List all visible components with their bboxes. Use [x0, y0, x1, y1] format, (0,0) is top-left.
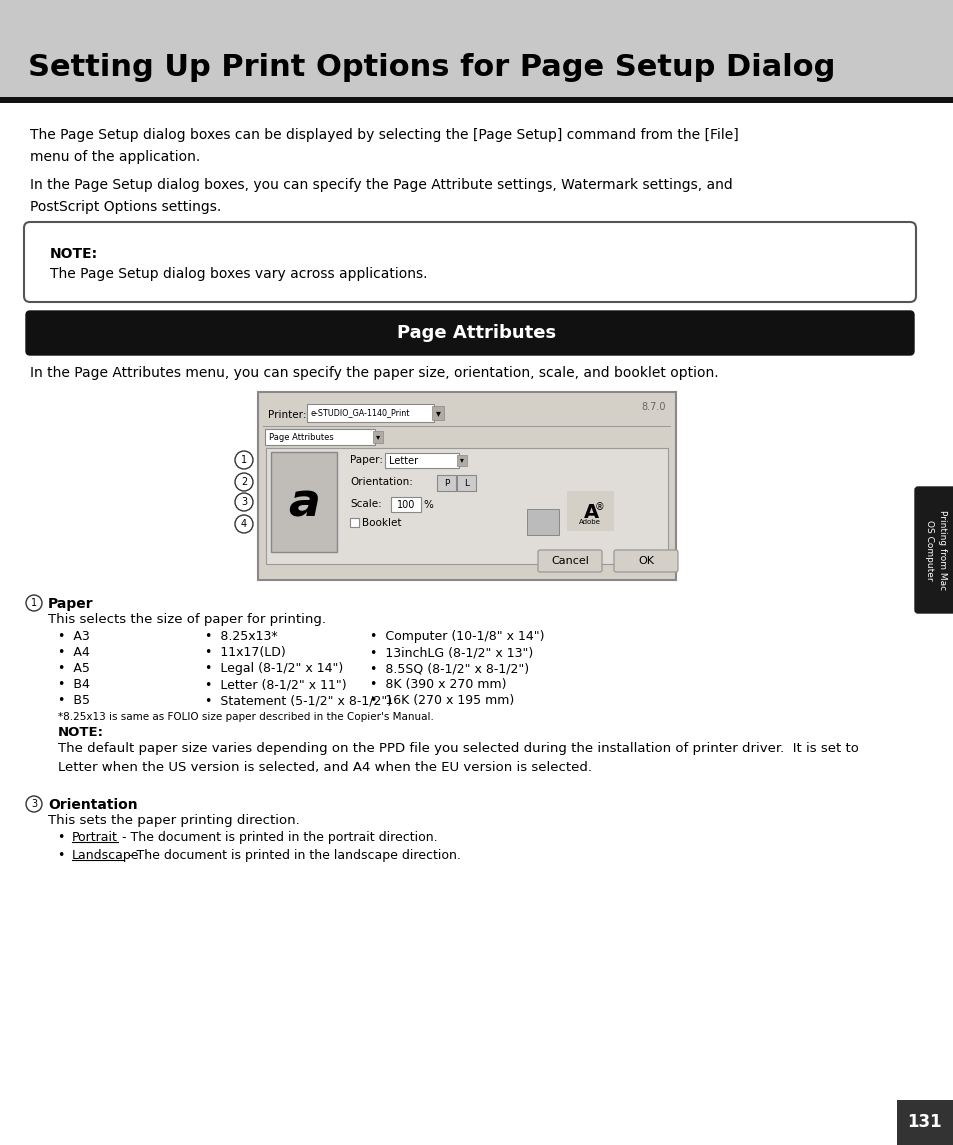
Text: •  8.5SQ (8-1/2" x 8-1/2"): • 8.5SQ (8-1/2" x 8-1/2"): [370, 662, 529, 676]
FancyBboxPatch shape: [391, 497, 420, 512]
Text: This sets the paper printing direction.: This sets the paper printing direction.: [48, 814, 299, 827]
Bar: [0, 0, 953, 100]
Circle shape: [234, 493, 253, 511]
Bar: [0, 97, 953, 103]
Text: Orientation:: Orientation:: [350, 477, 413, 487]
Text: OK: OK: [638, 556, 654, 566]
Text: 131: 131: [906, 1113, 942, 1131]
Text: •  A4: • A4: [58, 646, 90, 660]
Text: 100: 100: [396, 500, 415, 510]
Text: •  Computer (10-1/8" x 14"): • Computer (10-1/8" x 14"): [370, 630, 544, 643]
Text: In the Page Setup dialog boxes, you can specify the Page Attribute settings, Wat: In the Page Setup dialog boxes, you can …: [30, 177, 732, 214]
Text: P: P: [443, 479, 449, 488]
Text: Page Attributes: Page Attributes: [397, 324, 556, 342]
Text: - The document is printed in the landscape direction.: - The document is printed in the landsca…: [124, 848, 460, 862]
Circle shape: [26, 796, 42, 812]
FancyBboxPatch shape: [526, 510, 558, 535]
Text: •: •: [58, 848, 73, 862]
Text: L: L: [463, 479, 469, 488]
FancyBboxPatch shape: [436, 475, 456, 491]
Circle shape: [234, 473, 253, 491]
Bar: [373, 431, 382, 443]
Text: •  8.25x13*: • 8.25x13*: [205, 630, 277, 643]
FancyBboxPatch shape: [26, 311, 913, 355]
Bar: [432, 406, 443, 420]
Text: ▾: ▾: [375, 433, 379, 442]
Text: *8.25x13 is same as FOLIO size paper described in the Copier's Manual.: *8.25x13 is same as FOLIO size paper des…: [58, 712, 434, 722]
Text: •  B5: • B5: [58, 694, 90, 706]
Text: Cancel: Cancel: [551, 556, 588, 566]
Text: •  A3: • A3: [58, 630, 90, 643]
Text: The Page Setup dialog boxes can be displayed by selecting the [Page Setup] comma: The Page Setup dialog boxes can be displ…: [30, 128, 738, 164]
FancyBboxPatch shape: [914, 487, 953, 613]
Text: NOTE:: NOTE:: [58, 726, 104, 739]
Circle shape: [234, 451, 253, 469]
Text: Letter: Letter: [389, 456, 417, 466]
Text: 8.7.0: 8.7.0: [640, 402, 665, 412]
Text: Page Attributes: Page Attributes: [269, 433, 334, 442]
Circle shape: [26, 595, 42, 611]
FancyBboxPatch shape: [614, 550, 678, 572]
Text: Paper:: Paper:: [350, 455, 382, 465]
Text: Paper: Paper: [48, 597, 93, 611]
FancyBboxPatch shape: [266, 448, 667, 564]
Text: ▾: ▾: [436, 408, 440, 418]
FancyBboxPatch shape: [307, 404, 434, 423]
Text: - The document is printed in the portrait direction.: - The document is printed in the portrai…: [118, 831, 437, 844]
Text: Booklet: Booklet: [361, 518, 401, 528]
Circle shape: [234, 515, 253, 534]
Text: 2: 2: [240, 477, 247, 487]
Bar: [896, 1100, 953, 1145]
Text: 1: 1: [241, 455, 247, 465]
Text: 3: 3: [30, 799, 37, 810]
FancyBboxPatch shape: [385, 453, 458, 468]
FancyBboxPatch shape: [271, 452, 336, 552]
Text: Landscape: Landscape: [71, 848, 139, 862]
Text: Orientation: Orientation: [48, 798, 137, 812]
Text: Portrait: Portrait: [71, 831, 118, 844]
Text: e-STUDIO_GA-1140_Print: e-STUDIO_GA-1140_Print: [311, 409, 410, 418]
Text: A: A: [583, 503, 598, 521]
FancyBboxPatch shape: [456, 475, 476, 491]
Text: •  Statement (5-1/2" x 8-1/2"): • Statement (5-1/2" x 8-1/2"): [205, 694, 392, 706]
Bar: [350, 518, 358, 527]
Text: Setting Up Print Options for Page Setup Dialog: Setting Up Print Options for Page Setup …: [28, 54, 835, 82]
Text: Scale:: Scale:: [350, 499, 381, 510]
FancyBboxPatch shape: [537, 550, 601, 572]
Text: This selects the size of paper for printing.: This selects the size of paper for print…: [48, 613, 326, 626]
Text: The Page Setup dialog boxes vary across applications.: The Page Setup dialog boxes vary across …: [50, 267, 427, 281]
Text: •  8K (390 x 270 mm): • 8K (390 x 270 mm): [370, 678, 506, 690]
Text: •  16K (270 x 195 mm): • 16K (270 x 195 mm): [370, 694, 514, 706]
FancyBboxPatch shape: [265, 429, 375, 445]
FancyBboxPatch shape: [24, 222, 915, 302]
Text: In the Page Attributes menu, you can specify the paper size, orientation, scale,: In the Page Attributes menu, you can spe…: [30, 366, 718, 380]
Text: Adobe: Adobe: [578, 519, 600, 526]
Text: The default paper size varies depending on the PPD file you selected during the : The default paper size varies depending …: [58, 742, 858, 774]
Text: %: %: [422, 500, 433, 510]
Text: •  13inchLG (8-1/2" x 13"): • 13inchLG (8-1/2" x 13"): [370, 646, 533, 660]
Text: •  11x17(LD): • 11x17(LD): [205, 646, 286, 660]
Text: •: •: [58, 831, 73, 844]
Text: ▾: ▾: [459, 456, 463, 465]
Text: 4: 4: [241, 519, 247, 529]
Text: •  Letter (8-1/2" x 11"): • Letter (8-1/2" x 11"): [205, 678, 346, 690]
Text: •  Legal (8-1/2" x 14"): • Legal (8-1/2" x 14"): [205, 662, 343, 676]
Text: 3: 3: [241, 497, 247, 507]
Text: 1: 1: [30, 598, 37, 608]
FancyBboxPatch shape: [257, 392, 676, 581]
Bar: [456, 455, 467, 466]
Text: •  B4: • B4: [58, 678, 90, 690]
Text: NOTE:: NOTE:: [50, 247, 98, 261]
Text: •  A5: • A5: [58, 662, 90, 676]
FancyBboxPatch shape: [566, 491, 614, 531]
Text: a: a: [288, 482, 319, 527]
Text: ®: ®: [595, 502, 604, 512]
Text: Printing from Mac
OS Computer: Printing from Mac OS Computer: [923, 510, 946, 590]
Text: Printer:: Printer:: [268, 410, 306, 420]
